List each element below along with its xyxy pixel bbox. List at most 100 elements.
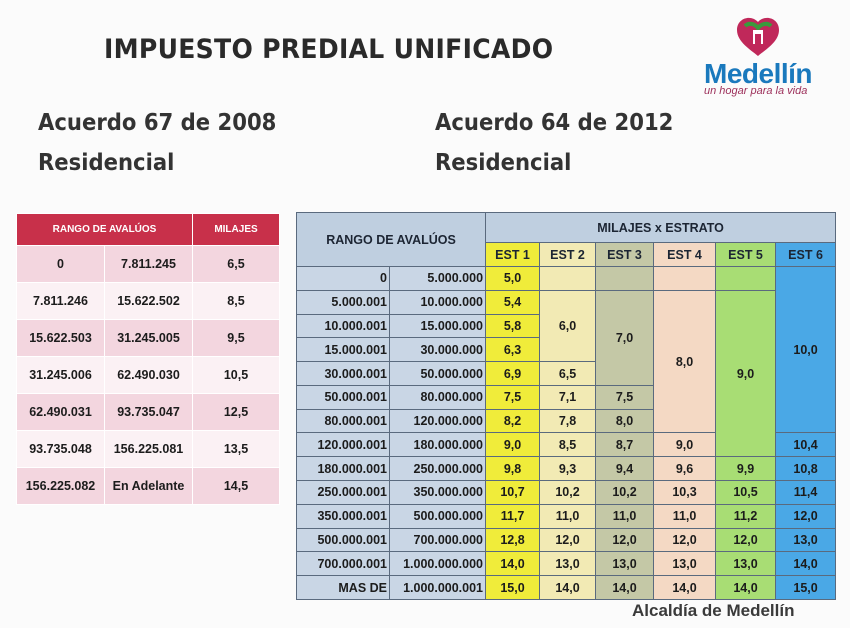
est3-cell: 9,4 <box>595 456 655 482</box>
milaje-cell: 10,5 <box>192 356 280 394</box>
est5-empty-cell <box>715 266 777 291</box>
range-to-cell: 62.490.030 <box>104 356 193 394</box>
est1-cell: 5,0 <box>485 266 541 291</box>
range-from-cell: 0 <box>16 245 105 283</box>
milaje-cell: 12,5 <box>192 393 280 431</box>
logo-name: Medellín <box>704 58 813 89</box>
range-from-cell: 80.000.001 <box>296 408 390 434</box>
est1-cell: 11,7 <box>485 503 541 529</box>
table-row: 350.000.001 500.000.000 11,7 11,0 11,0 11,0 11… <box>296 503 837 529</box>
est1-cell: 14,0 <box>485 551 541 577</box>
range-from-cell: 700.000.001 <box>296 551 390 577</box>
est2-cell: 7,8 <box>539 408 597 434</box>
right-agreement: Acuerdo 64 de 2012 <box>435 110 674 136</box>
stratum-header-5: EST 5 <box>715 242 777 267</box>
table-2008: RANGO DE AVALÚOS MILAJES 0 7.811.245 6,5 7.… <box>16 213 280 505</box>
est4-cell: 10,3 <box>653 480 717 505</box>
est4-merged-cell: 8,0 <box>653 289 717 434</box>
t1-header-milajes: MILAJES <box>192 213 280 246</box>
est4-cell: 13,0 <box>653 551 717 577</box>
est4-cell: 9,0 <box>653 432 717 458</box>
range-to-cell: 500.000.000 <box>388 503 487 529</box>
footer-text: Alcaldía de Medellín <box>632 601 795 620</box>
range-to-cell: 700.000.000 <box>388 527 487 553</box>
milaje-cell: 14,5 <box>192 467 280 505</box>
est3-cell: 7,5 <box>595 384 655 410</box>
est4-cell: 12,0 <box>653 527 717 553</box>
est5-cell: 14,0 <box>715 575 777 600</box>
est2-cell: 8,5 <box>539 432 597 458</box>
est5-cell: 12,0 <box>715 527 777 553</box>
table-row: 93.735.048 156.225.081 13,5 <box>16 430 280 468</box>
stratum-header-4: EST 4 <box>653 242 717 267</box>
range-from-cell: 7.811.246 <box>16 282 105 320</box>
range-to-cell: En Adelante <box>104 467 193 505</box>
range-to-cell: 31.245.005 <box>104 319 193 357</box>
est1-cell: 5,4 <box>485 289 541 315</box>
logo-slogan: un hogar para la vida <box>704 85 808 97</box>
est3-cell: 12,0 <box>595 527 655 553</box>
est1-cell: 5,8 <box>485 313 541 339</box>
table-row: 15.622.503 31.245.005 9,5 <box>16 319 280 357</box>
est2-cell: 7,1 <box>539 384 597 410</box>
est2-cell: 12,0 <box>539 527 597 553</box>
est1-cell: 10,7 <box>485 480 541 505</box>
range-to-cell: 80.000.000 <box>388 384 487 410</box>
est6-cell: 15,0 <box>775 575 837 600</box>
range-from-cell: 5.000.001 <box>296 289 390 315</box>
est5-cell: 10,5 <box>715 480 777 505</box>
est1-cell: 6,9 <box>485 361 541 386</box>
est4-cell: 11,0 <box>653 503 717 529</box>
est4-cell: 14,0 <box>653 575 717 600</box>
stratum-header-2: EST 2 <box>539 242 597 267</box>
range-from-cell: 50.000.001 <box>296 384 390 410</box>
est2-cell: 9,3 <box>539 456 597 482</box>
t1-body: 0 7.811.245 6,5 7.811.246 15.622.502 8,5 15.62… <box>16 245 280 505</box>
est3-cell: 8,7 <box>595 432 655 458</box>
est2-cell: 11,0 <box>539 503 597 529</box>
est3-cell: 14,0 <box>595 575 655 600</box>
t2-header-group: MILAJES x ESTRATO <box>485 212 837 243</box>
table-row: 30.000.001 50.000.000 6,9 6,5 <box>296 361 836 386</box>
milaje-cell: 8,5 <box>192 282 280 320</box>
range-to-cell: 250.000.000 <box>388 456 487 482</box>
range-to-cell: 156.225.081 <box>104 430 193 468</box>
est4-empty-cell <box>653 266 717 291</box>
table-row: 15.000.001 30.000.000 6,3 <box>296 337 836 363</box>
est1-cell: 7,5 <box>485 384 541 410</box>
range-from-cell: 250.000.001 <box>296 480 390 505</box>
stratum-header-1: EST 1 <box>485 242 541 267</box>
est2-cell: 10,2 <box>539 480 597 505</box>
range-from-cell: 15.000.001 <box>296 337 390 363</box>
table-row: MAS DE 1.000.000.001 15,0 14,0 14,0 14,0 14,0 1… <box>296 575 837 600</box>
table-row: 80.000.001 120.000.000 8,2 7,8 8,0 <box>296 408 836 434</box>
est1-cell: 9,8 <box>485 456 541 482</box>
est3-cell: 13,0 <box>595 551 655 577</box>
table-row: 250.000.001 350.000.000 10,7 10,2 10,2 10,3 10… <box>296 480 837 505</box>
est5-cell: 9,9 <box>715 456 777 482</box>
est5-merged-cell: 9,0 <box>715 289 777 458</box>
table-row: 62.490.031 93.735.047 12,5 <box>16 393 280 431</box>
t2-body: 0 5.000.000 5,0 10,0 5.000.001 10.000.000 5,4 6… <box>296 265 837 600</box>
range-from-cell: MAS DE <box>296 575 390 600</box>
range-from-cell: 120.000.001 <box>296 432 390 458</box>
range-from-cell: 10.000.001 <box>296 313 390 339</box>
est6-merged-cell: 10,0 <box>775 265 837 434</box>
est3-cell: 10,2 <box>595 480 655 505</box>
left-category: Residencial <box>38 150 175 176</box>
range-to-cell: 30.000.000 <box>388 337 487 363</box>
range-from-cell: 62.490.031 <box>16 393 105 431</box>
est2-cell: 13,0 <box>539 551 597 577</box>
est5-cell: 13,0 <box>715 551 777 577</box>
est4-cell: 9,6 <box>653 456 717 482</box>
t2-header-range: RANGO DE AVALÚOS <box>295 212 487 267</box>
range-from-cell: 30.000.001 <box>296 361 390 386</box>
milaje-cell: 13,5 <box>192 430 280 468</box>
milaje-cell: 6,5 <box>192 245 280 283</box>
table-row: 50.000.001 80.000.000 7,5 7,1 7,5 <box>296 384 836 410</box>
range-from-cell: 180.000.001 <box>296 456 390 482</box>
t2-strata-row: EST 1 EST 2 EST 3 EST 4 EST 5 EST 6 <box>297 242 837 267</box>
range-to-cell: 1.000.000.001 <box>388 575 487 600</box>
table-row: 31.245.006 62.490.030 10,5 <box>16 356 280 394</box>
table-row: 120.000.001 180.000.000 9,0 8,5 8,7 9,0 10,4 <box>296 432 837 458</box>
